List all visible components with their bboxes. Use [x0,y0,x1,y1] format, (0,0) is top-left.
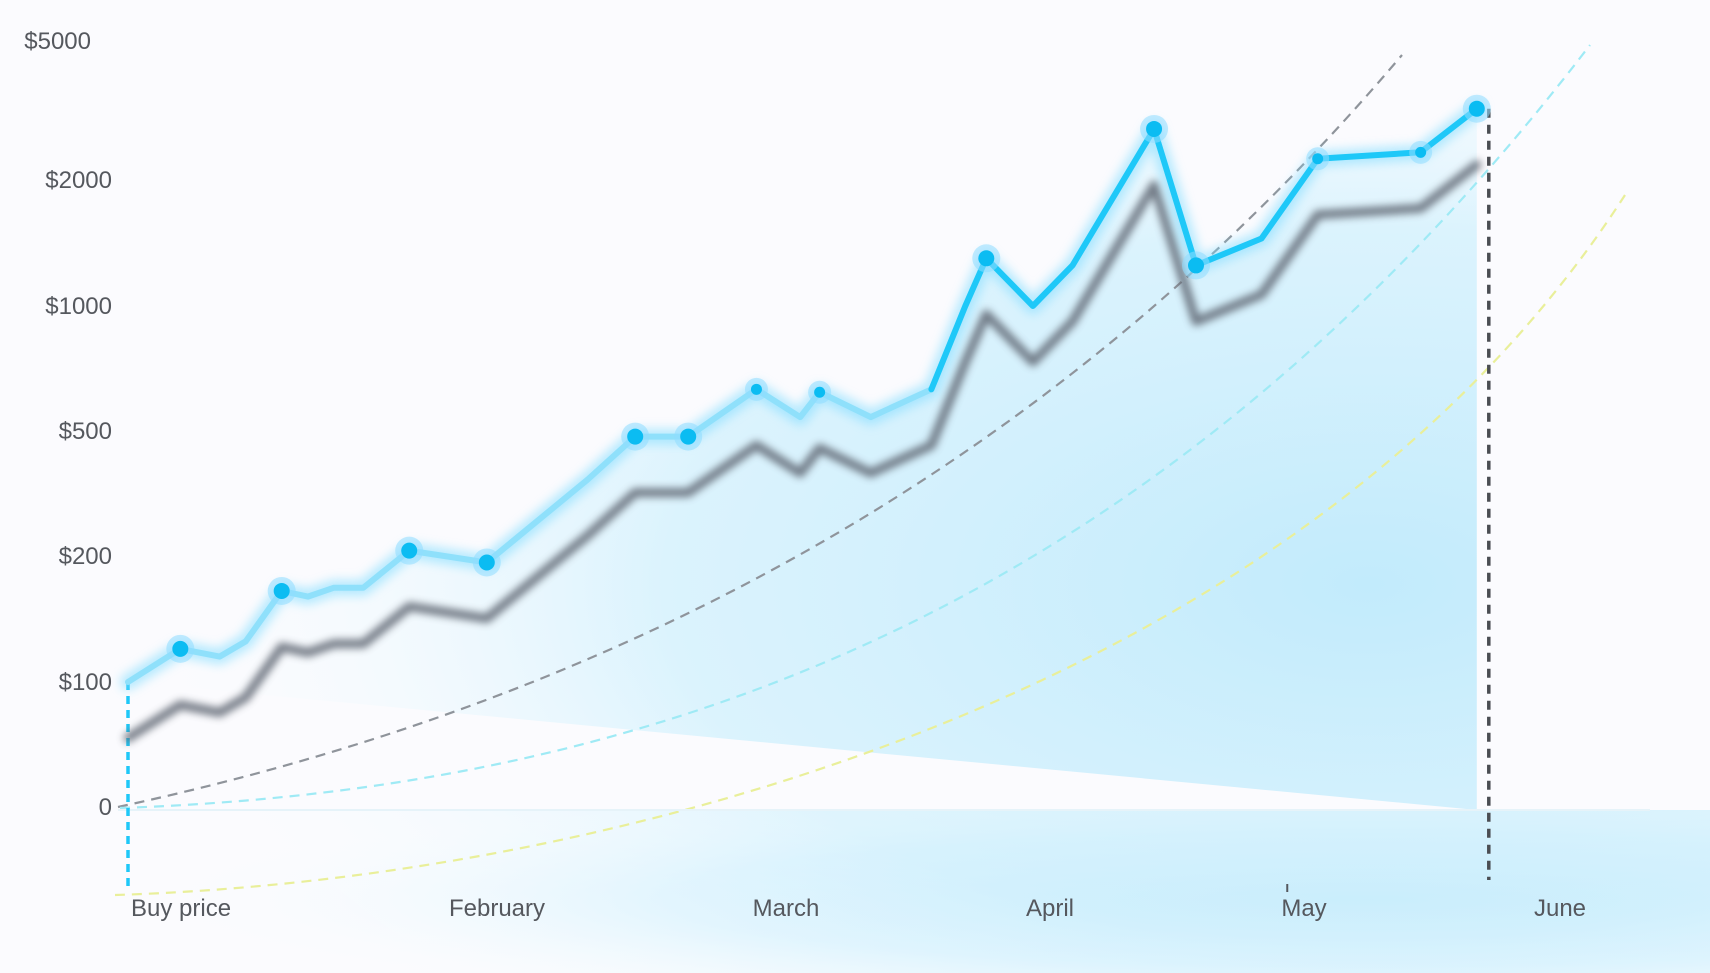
x-tick-label: Buy price [131,895,231,922]
x-tick-label: March [753,895,820,922]
data-point-dot [401,542,418,559]
data-point-dot [1415,146,1427,158]
y-tick-label: $200 [59,543,112,570]
data-point-dot [172,640,189,657]
y-tick-label: 0 [99,794,112,821]
data-point [1409,140,1433,164]
series-shadow-line [123,160,1482,743]
series-area [0,108,1710,973]
data-point-dot [478,554,495,571]
data-point [166,634,195,663]
data-point [1306,147,1330,171]
data-point [267,576,296,605]
data-point [1140,114,1169,143]
x-tick-label: May [1281,895,1326,922]
x-axis-labels: Buy price February March April May June [131,895,1586,922]
x-tick-label: February [449,895,545,922]
y-axis: 0 $100 $200 $500 $1000 $2000 $5000 [24,28,112,821]
data-point [808,380,832,404]
series-line-early [125,386,935,685]
data-point-dot [1146,120,1163,137]
data-point-dot [1188,257,1204,274]
data-point-dot [1468,100,1485,117]
data-point [472,548,501,577]
data-point [972,244,1001,273]
data-point [744,377,768,401]
data-point-dot [750,383,762,395]
data-point-dot [814,386,826,398]
data-point [621,422,650,451]
data-point [674,422,703,451]
data-point-dot [978,250,995,267]
reference-curve-cyan [119,44,1591,810]
y-tick-label: $500 [59,418,112,445]
markers [166,94,1491,663]
reference-curve-yellow [114,194,1626,897]
data-point-dot [680,428,697,445]
area-floor [0,810,1710,973]
y-tick-label: $2000 [45,167,112,194]
x-tick-label: June [1534,895,1586,922]
y-tick-label: $5000 [24,28,91,55]
area-fill [0,108,1710,973]
x-axis [118,108,1650,892]
data-point [1182,251,1210,280]
data-point-dot [273,582,290,599]
y-tick-label: $100 [59,669,112,696]
shadow-series [123,160,1482,743]
x-tick-label: April [1026,895,1074,922]
y-tick-label: $1000 [45,293,112,320]
data-point-dot [1312,153,1324,165]
data-point [1462,94,1491,123]
data-point-dot [627,428,644,445]
data-point [395,536,424,565]
